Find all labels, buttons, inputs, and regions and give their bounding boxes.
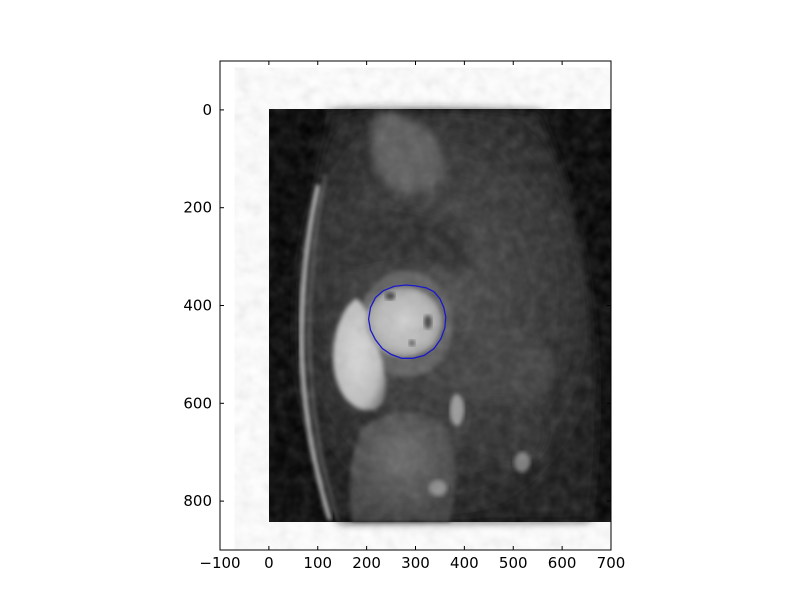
y-axis-ticks: 0 200 400 600 800 — [183, 101, 611, 510]
lv-contour — [367, 284, 447, 359]
x-tick-label: 400 — [450, 554, 479, 572]
noise-overlay — [269, 109, 611, 522]
y-tick-label: 800 — [183, 492, 212, 510]
x-tick-label: 200 — [352, 554, 381, 572]
y-tick-label: 200 — [183, 199, 212, 217]
y-tick-label: 0 — [202, 101, 212, 119]
x-tick-label: 300 — [401, 554, 430, 572]
x-tick-label: 0 — [264, 554, 274, 572]
x-axis-ticks: −100 0 100 200 300 400 500 600 700 — [199, 61, 625, 572]
mri-image — [269, 109, 611, 522]
x-tick-label: 600 — [548, 554, 577, 572]
x-tick-label: 700 — [597, 554, 626, 572]
y-tick-label: 600 — [183, 394, 212, 412]
x-tick-label: 100 — [303, 554, 332, 572]
x-tick-label: −100 — [199, 554, 240, 572]
y-tick-label: 400 — [183, 297, 212, 315]
x-tick-label: 500 — [499, 554, 528, 572]
